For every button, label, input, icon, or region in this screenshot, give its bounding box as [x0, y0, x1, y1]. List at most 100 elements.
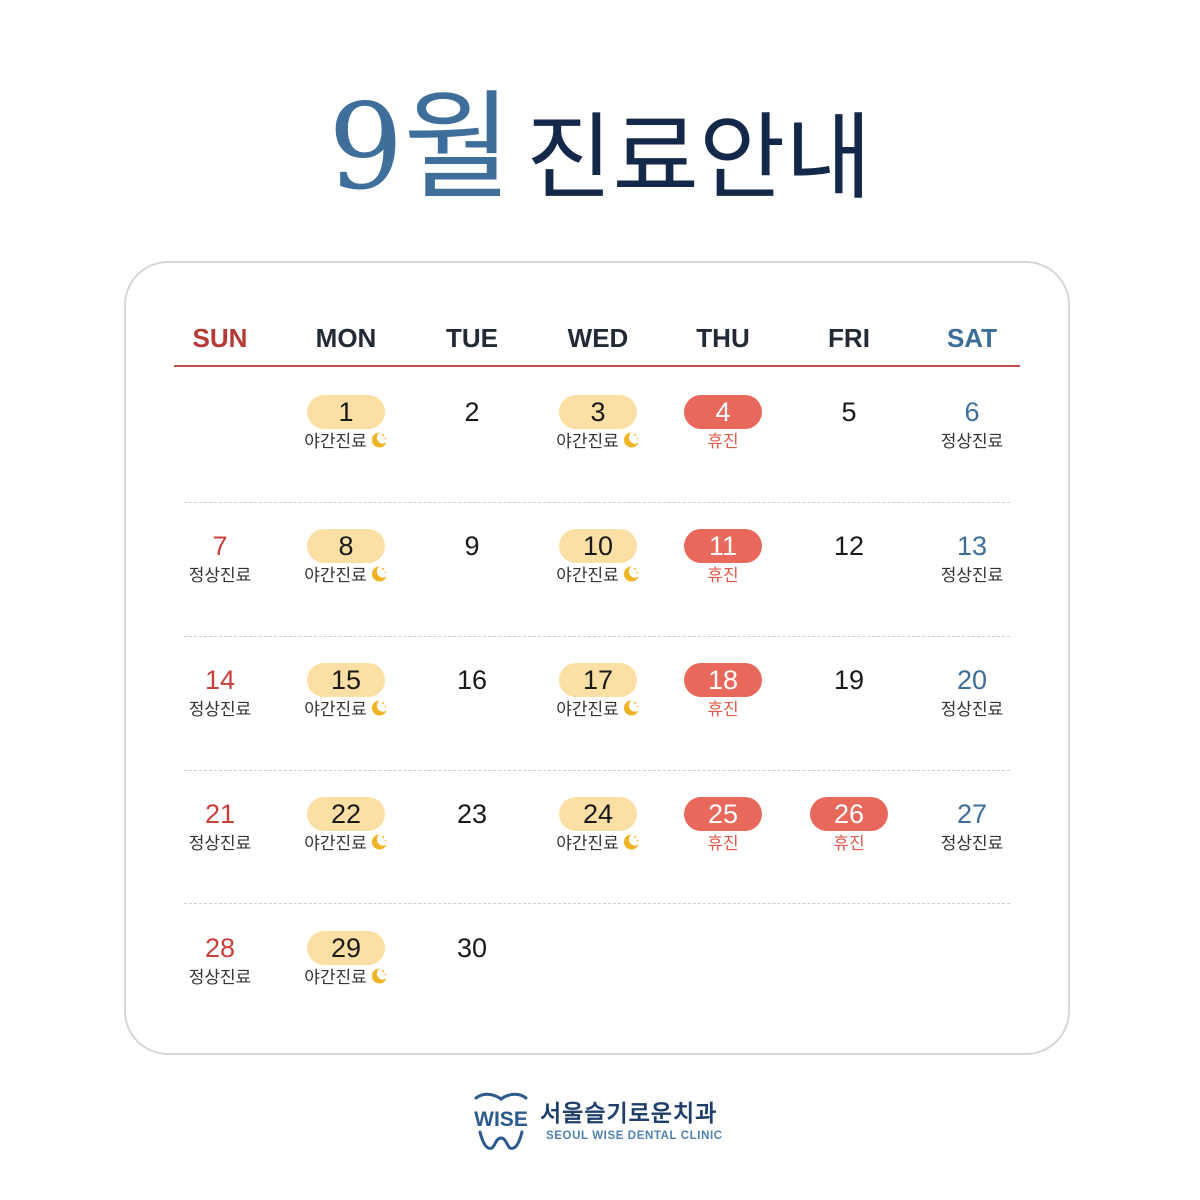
day-status-text: 야간진료: [304, 700, 367, 720]
day-status-label: 야간진료: [543, 565, 653, 587]
calendar-day: 10 야간진료: [543, 529, 653, 587]
day-number: 4: [684, 395, 762, 429]
day-number: 23: [456, 799, 488, 829]
day-status-label: 휴진: [794, 833, 904, 855]
day-status-text: 정상진료: [940, 834, 1004, 854]
day-status-label: 휴진: [668, 565, 778, 587]
calendar-day: 25 휴진: [668, 797, 778, 855]
calendar-day: 29 야간진료: [291, 931, 401, 989]
calendar-day: 3 야간진료: [543, 395, 653, 453]
day-status-text: 휴진: [833, 834, 865, 854]
day-status-label: 휴진: [668, 431, 778, 453]
header-divider: [174, 365, 1020, 367]
calendar-day: 22 야간진료: [291, 797, 401, 855]
day-number: 21: [204, 799, 236, 829]
crescent-moon-icon: [623, 432, 639, 448]
day-number: 1: [307, 395, 385, 429]
crescent-moon-icon: [623, 834, 639, 850]
calendar-day: 2: [417, 395, 527, 429]
day-status-label: 야간진료: [543, 699, 653, 721]
day-number: 26: [810, 797, 888, 831]
crescent-moon-icon: [623, 566, 639, 582]
day-status-label: 야간진료: [291, 699, 401, 721]
crescent-moon-icon: [371, 432, 387, 448]
day-number: 29: [307, 931, 385, 965]
day-number: 16: [456, 665, 488, 695]
calendar-day: 28 정상진료: [165, 931, 275, 989]
day-status-text: 야간진료: [556, 566, 619, 586]
tooth-icon: WISE: [474, 1092, 528, 1150]
crescent-moon-icon: [371, 968, 387, 984]
calendar-day: 8 야간진료: [291, 529, 401, 587]
weekday-sun: SUN: [192, 323, 248, 353]
calendar-day: 12: [794, 529, 904, 563]
day-number: 9: [464, 531, 480, 561]
calendar-day: 11 휴진: [668, 529, 778, 587]
week-divider: [184, 770, 1010, 771]
day-number: 12: [833, 531, 865, 561]
day-number: 27: [956, 799, 988, 829]
day-status-label: 정상진료: [917, 699, 1027, 721]
day-status-label: 정상진료: [917, 565, 1027, 587]
day-status-text: 정상진료: [940, 566, 1004, 586]
weekday-thu: THU: [696, 323, 750, 353]
logo-mark-text: WISE: [474, 1108, 528, 1131]
day-number: 10: [559, 529, 637, 563]
day-status-text: 야간진료: [304, 968, 367, 988]
day-number: 8: [307, 529, 385, 563]
week-divider: [184, 903, 1010, 904]
day-status-text: 정상진료: [188, 566, 252, 586]
day-status-label: 휴진: [668, 833, 778, 855]
calendar-day: 14 정상진료: [165, 663, 275, 721]
calendar-day: 6 정상진료: [917, 395, 1027, 453]
weekday-sat: SAT: [946, 323, 998, 353]
day-number: 2: [464, 397, 480, 427]
calendar-day: 4 휴진: [668, 395, 778, 453]
day-status-label: 야간진료: [543, 833, 653, 855]
calendar-day: 30: [417, 931, 527, 965]
clinic-name-korean: 서울슬기로운치과: [540, 1101, 718, 1127]
day-number: 15: [307, 663, 385, 697]
day-status-label: 야간진료: [291, 967, 401, 989]
calendar-day: 16: [417, 663, 527, 697]
day-number: 6: [964, 397, 980, 427]
week-divider: [184, 502, 1010, 503]
day-status-label: 야간진료: [291, 833, 401, 855]
clinic-name-english: SEOUL WISE DENTAL CLINIC: [546, 1130, 723, 1142]
day-number: 28: [204, 933, 236, 963]
day-number: 13: [956, 531, 988, 561]
calendar-day: 24 야간진료: [543, 797, 653, 855]
day-status-label: 정상진료: [917, 431, 1027, 453]
calendar-day: 19: [794, 663, 904, 697]
day-status-label: 정상진료: [165, 967, 275, 989]
weekday-mon: MON: [315, 323, 377, 353]
page-title: 9월 진료안내: [0, 88, 1200, 206]
day-status-label: 정상진료: [165, 565, 275, 587]
calendar-day: 26 휴진: [794, 797, 904, 855]
calendar-day: 9: [417, 529, 527, 563]
day-number: 20: [956, 665, 988, 695]
crescent-moon-icon: [371, 834, 387, 850]
calendar-day: 7 정상진료: [165, 529, 275, 587]
day-status-label: 야간진료: [291, 431, 401, 453]
day-status-text: 정상진료: [940, 700, 1004, 720]
day-number: 11: [684, 529, 762, 563]
calendar-day: 20 정상진료: [917, 663, 1027, 721]
day-status-text: 야간진료: [556, 834, 619, 854]
day-status-text: 야간진료: [304, 834, 367, 854]
calendar-card: [124, 261, 1070, 1055]
day-status-text: 휴진: [707, 700, 739, 720]
day-status-text: 야간진료: [556, 432, 619, 452]
day-status-text: 정상진료: [188, 834, 252, 854]
day-number: 24: [559, 797, 637, 831]
day-number: 5: [841, 397, 857, 427]
title-text: 진료안내: [525, 104, 872, 213]
week-divider: [184, 636, 1010, 637]
day-number: 14: [204, 665, 236, 695]
calendar-day: 15 야간진료: [291, 663, 401, 721]
day-number: 22: [307, 797, 385, 831]
day-number: 25: [684, 797, 762, 831]
day-status-text: 야간진료: [304, 432, 367, 452]
calendar-day: 27 정상진료: [917, 797, 1027, 855]
